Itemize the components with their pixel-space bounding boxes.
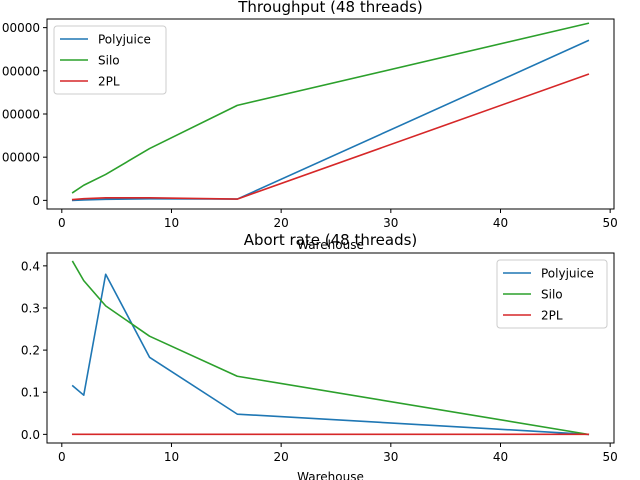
x-tick-label: 10 — [164, 216, 179, 230]
abort-rate-chart: Abort rate (48 threads) Warehouse 0 10 20 3… — [21, 231, 618, 480]
y-tick-label: 0 — [32, 194, 40, 208]
legend-label-2pl: 2PL — [98, 75, 120, 89]
y-tick-label: 0.0 — [21, 428, 40, 442]
chart-title: Abort rate (48 threads) — [244, 231, 418, 249]
x-tick-label: 0 — [58, 450, 66, 464]
x-tick-label: 50 — [603, 216, 618, 230]
y-tick-label: 00000 — [2, 21, 40, 35]
x-axis-label: Warehouse — [297, 238, 364, 252]
x-tick-label: 20 — [274, 450, 289, 464]
y-tick-label: 0.4 — [21, 259, 40, 273]
x-tick-label: 10 — [164, 450, 179, 464]
x-tick-label: 40 — [493, 450, 508, 464]
legend-label-polyjuice: Polyjuice — [98, 33, 151, 47]
legend-label-2pl: 2PL — [541, 309, 563, 323]
legend: Polyjuice Silo 2PL — [496, 259, 608, 329]
series-line-polyjuice — [71, 39, 590, 202]
plot-area-frame — [46, 252, 615, 444]
series-line-polyjuice — [71, 273, 590, 436]
y-tick-label: 0.3 — [21, 301, 40, 315]
x-tick-label: 40 — [493, 216, 508, 230]
x-tick-label: 30 — [383, 450, 398, 464]
series-line-silo — [71, 260, 590, 436]
series-line-silo — [71, 22, 590, 194]
y-tick-label: 0.2 — [21, 344, 40, 358]
y-tick-label: 00000 — [2, 64, 40, 78]
y-tick-label: 0.1 — [21, 386, 40, 400]
legend-label-silo: Silo — [98, 54, 120, 68]
legend-label-silo: Silo — [541, 288, 563, 302]
legend-frame — [496, 259, 608, 329]
legend-frame — [53, 25, 167, 95]
throughput-chart: Throughput (48 threads) Warehouse 0 10 20 3… — [2, 0, 618, 252]
y-tick-label: 00000 — [2, 108, 40, 122]
x-axis-label: Warehouse — [297, 470, 364, 480]
legend: Polyjuice Silo 2PL — [53, 25, 167, 95]
x-tick-label: 0 — [58, 216, 66, 230]
legend-label-polyjuice: Polyjuice — [541, 267, 594, 281]
x-tick-label: 20 — [274, 216, 289, 230]
x-tick-label: 50 — [603, 450, 618, 464]
series-line-2pl — [71, 73, 590, 201]
y-tick-label: 00000 — [2, 151, 40, 165]
chart-title: Throughput (48 threads) — [237, 0, 422, 16]
x-tick-label: 30 — [383, 216, 398, 230]
